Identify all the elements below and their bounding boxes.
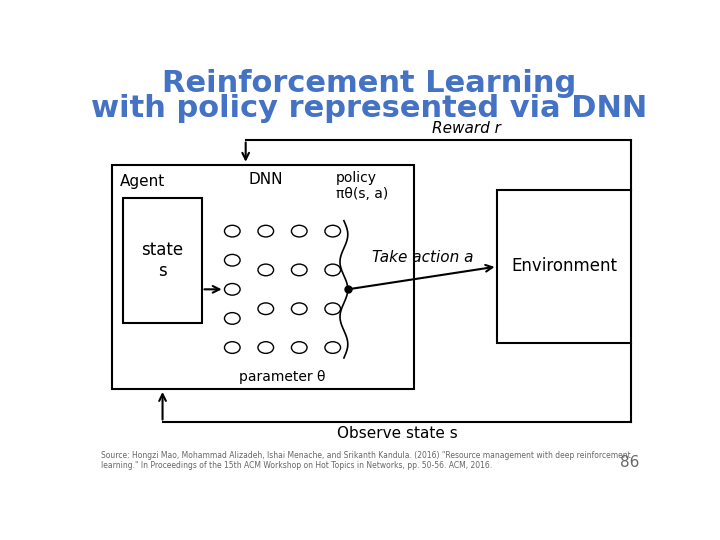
Circle shape [292, 342, 307, 353]
Circle shape [292, 303, 307, 315]
Text: Observe state s: Observe state s [336, 426, 457, 441]
Circle shape [225, 284, 240, 295]
Circle shape [325, 264, 341, 276]
Text: Take action a: Take action a [372, 251, 473, 266]
Text: parameter θ: parameter θ [239, 370, 325, 384]
Circle shape [258, 342, 274, 353]
Circle shape [325, 303, 341, 315]
Circle shape [258, 303, 274, 315]
Text: Agent: Agent [120, 174, 165, 189]
Circle shape [225, 342, 240, 353]
Circle shape [325, 342, 341, 353]
FancyBboxPatch shape [498, 190, 631, 343]
Circle shape [292, 225, 307, 237]
Circle shape [225, 225, 240, 237]
Circle shape [258, 225, 274, 237]
FancyBboxPatch shape [124, 198, 202, 322]
Circle shape [292, 264, 307, 276]
Text: Environment: Environment [511, 258, 617, 275]
Text: DNN: DNN [248, 172, 283, 187]
Circle shape [225, 254, 240, 266]
Text: Reinforcement Learning: Reinforcement Learning [162, 69, 576, 98]
Text: Source: Hongzi Mao, Mohammad Alizadeh, Ishai Menache, and Srikanth Kandula. (201: Source: Hongzi Mao, Mohammad Alizadeh, I… [101, 451, 631, 470]
Text: state
s: state s [141, 241, 184, 280]
Circle shape [225, 313, 240, 324]
Circle shape [258, 264, 274, 276]
Text: Reward r: Reward r [432, 122, 501, 136]
FancyBboxPatch shape [112, 165, 413, 389]
Circle shape [325, 225, 341, 237]
Text: with policy represented via DNN: with policy represented via DNN [91, 94, 647, 123]
Text: 86: 86 [620, 455, 639, 470]
Text: policy
πθ(s, a): policy πθ(s, a) [336, 171, 388, 201]
